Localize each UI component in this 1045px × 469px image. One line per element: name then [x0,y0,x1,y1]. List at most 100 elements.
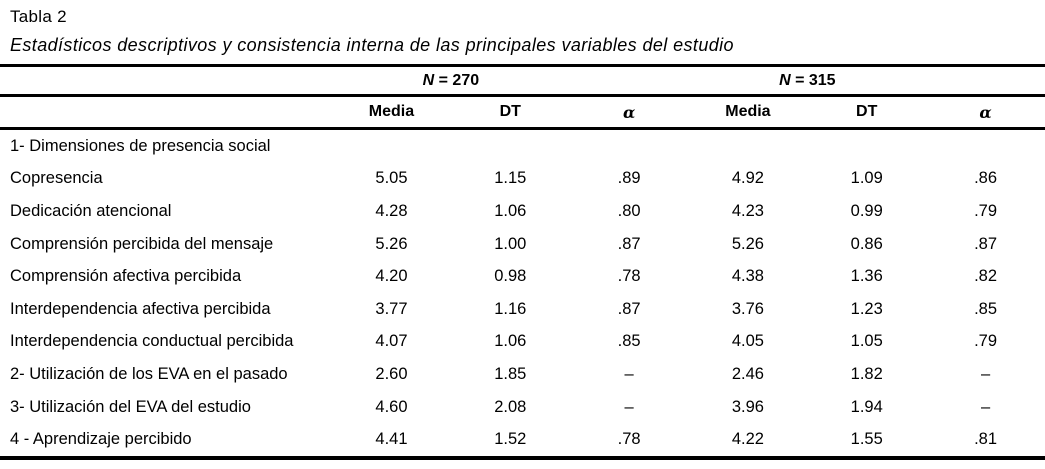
cell: 1.52 [494,430,527,449]
cell: 1.55 [850,430,883,449]
cell: – [624,364,634,383]
cell [332,129,451,163]
table-row: 4 - Aprendizaje percibido 4.41 1.52 .78 … [0,423,1045,458]
cell: 1.36 [850,267,883,286]
cell: – [980,397,991,416]
cell: 1.06 [494,332,527,351]
descriptive-stats-table: N = 270 N = 315 Media DT α Media DT α 1-… [0,64,1045,460]
cell: .86 [974,169,998,188]
cell: 5.26 [375,234,408,253]
cell: 3.77 [375,299,408,318]
n-value: = 315 [790,71,836,89]
cell: 1.09 [850,169,883,188]
n-value: = 270 [434,71,480,89]
cell: 1.94 [850,397,883,416]
table-row: Copresencia 5.05 1.15 .89 4.92 1.09 .86 [0,163,1045,196]
cell [451,129,570,163]
cell: .78 [617,430,641,449]
cell: 4.41 [375,430,408,449]
n-symbol: N [779,71,791,89]
cell: 5.05 [375,169,408,188]
cell: 2.46 [731,364,764,383]
cell [926,129,1045,163]
cell: 1.06 [494,201,527,220]
table-row: Comprensión percibida del mensaje 5.26 1… [0,228,1045,261]
cell: .87 [617,234,641,253]
group-header-n315: N = 315 [688,65,927,97]
table-row: 2- Utilización de los EVA en el pasado 2… [0,358,1045,391]
cell: – [980,364,991,383]
col-header-alpha-315: α [926,95,1045,130]
table-row: Dedicación atencional 4.28 1.06 .80 4.23… [0,195,1045,228]
cell: 3.96 [731,397,764,416]
cell: 4.05 [731,332,764,351]
cell: .82 [974,267,998,286]
table-row: Comprensión afectiva percibida 4.20 0.98… [0,260,1045,293]
sample-size-header-row: N = 270 N = 315 [0,65,1045,97]
empty-corner-cell [0,65,333,97]
row-label: Copresencia [10,169,103,188]
cell: 1.16 [494,299,527,318]
cell: .78 [617,267,641,286]
cell: 0.99 [850,201,883,220]
cell: 1.00 [494,234,527,253]
cell: .80 [617,201,641,220]
cell [807,129,926,163]
cell: .85 [617,332,641,351]
cell: 4.60 [375,397,408,416]
cell: 4.38 [731,267,764,286]
cell [570,129,689,163]
cell: 1.23 [850,299,883,318]
table-row: 3- Utilización del EVA del estudio 4.60 … [0,391,1045,424]
cell: 3.76 [731,299,764,318]
cell: 1.82 [850,364,883,383]
row-label: Interdependencia conductual percibida [10,332,294,351]
cell: – [624,397,634,416]
row-label: Comprensión afectiva percibida [10,267,242,286]
cell: .87 [974,234,998,253]
table-title: Estadísticos descriptivos y consistencia… [10,35,734,55]
group-spacer [569,65,689,97]
cell: 4.07 [375,332,408,351]
row-label: Dedicación atencional [10,201,172,220]
cell: 4.22 [731,430,764,449]
cell: 0.86 [850,234,883,253]
cell: 4.23 [731,201,764,220]
cell: .79 [974,201,998,220]
cell: 0.98 [494,267,527,286]
cell: 4.20 [375,267,408,286]
cell: .79 [974,332,998,351]
table-caption: Tabla 2 Estadísticos descriptivos y cons… [0,5,1045,57]
group-spacer [926,65,1045,97]
row-label: 2- Utilización de los EVA en el pasado [10,364,288,383]
cell: .81 [974,430,998,449]
cell: .89 [617,169,641,188]
cell: 4.92 [731,169,764,188]
cell: .87 [617,299,641,318]
table-row: 1- Dimensiones de presencia social [0,129,1045,163]
row-label: 4 - Aprendizaje percibido [10,430,192,449]
table-row: Interdependencia afectiva percibida 3.77… [0,293,1045,326]
row-label: 1- Dimensiones de presencia social [10,136,271,155]
row-label: Comprensión percibida del mensaje [10,234,274,253]
col-header-dt-270: DT [450,95,570,130]
cell: 1.05 [850,332,883,351]
cell: 2.60 [375,364,408,383]
col-header-media-270: Media [332,95,451,130]
row-label: Interdependencia afectiva percibida [10,299,271,318]
cell: 2.08 [494,397,527,416]
col-header-media-315: Media [688,95,808,130]
table-row: Interdependencia conductual percibida 4.… [0,326,1045,359]
cell: 1.15 [494,169,527,188]
group-header-n270: N = 270 [332,65,570,97]
cell: 4.28 [375,201,408,220]
empty-corner-cell [0,95,333,130]
table-number: Tabla 2 [10,7,67,26]
cell: 5.26 [731,234,764,253]
col-header-alpha-270: α [569,95,689,130]
cell: 1.85 [494,364,527,383]
cell [689,129,808,163]
n-symbol: N [422,71,435,89]
column-header-row: Media DT α Media DT α [0,95,1045,130]
